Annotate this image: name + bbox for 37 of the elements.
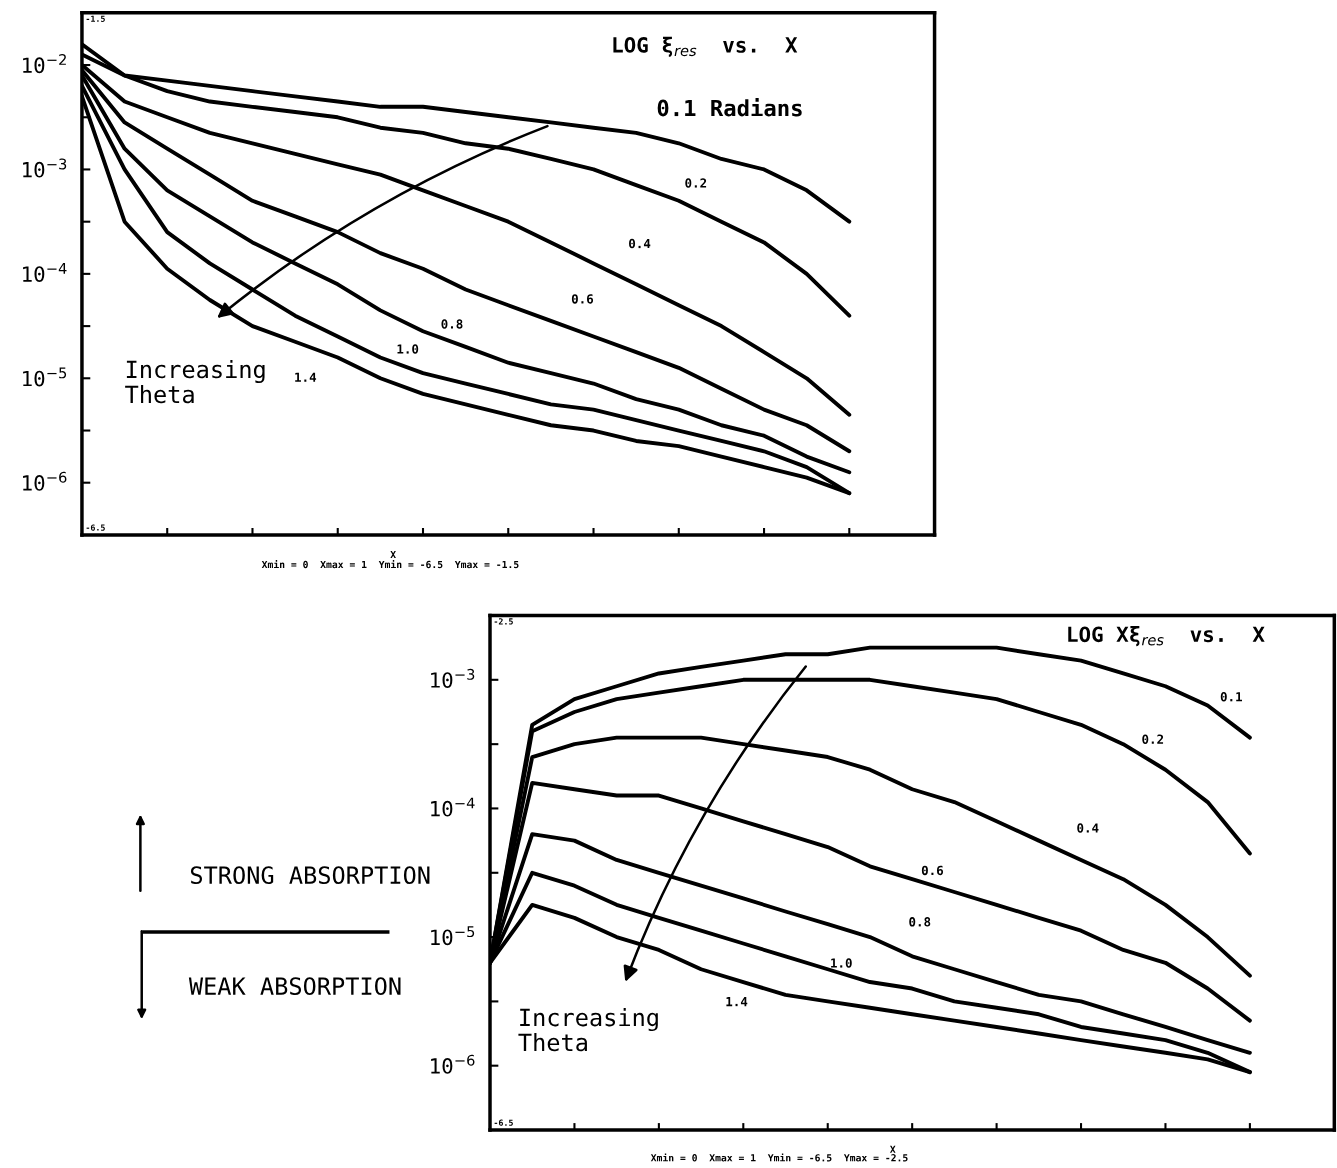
y-tick-label: 10$^{−5}$	[431, 926, 475, 946]
text: 0.4	[629, 238, 651, 249]
series-label: 0.2	[685, 178, 707, 188]
series-label: 0.8	[441, 319, 463, 329]
annotation: Increasing Theta	[125, 360, 265, 404]
series-label: 0.2	[1142, 734, 1164, 744]
series-label: 1.4	[726, 997, 748, 1007]
y-tick-label: 10$^{−5}$	[23, 367, 67, 387]
annotation: Increasing Theta	[518, 1008, 658, 1052]
y-tick-label: 10$^{−4}$	[23, 263, 67, 282]
text: STRONG ABSORPTION	[190, 866, 430, 885]
text: Xmin = 0 Xmax = 1 Ymin = -6.5 Ymax = -1.5	[261, 560, 519, 569]
series-label: 1.0	[397, 344, 419, 354]
annotation: -6.5	[86, 524, 105, 531]
text: Xmin = 0 Xmax = 1 Ymin = -6.5 Ymax = -2.5	[650, 1153, 908, 1162]
x-axis-title: X	[390, 550, 396, 558]
series-label: 1.0	[831, 958, 852, 968]
series-label: 1.4	[295, 372, 317, 382]
chart-title: LOG ξ$_{res}$ vs. X	[613, 36, 798, 57]
series-label: 0.1	[1220, 692, 1243, 702]
series-label: 0.6	[921, 865, 944, 876]
series-label: 0.4	[1077, 823, 1099, 833]
chart-title: LOG Xξ$_{res}$ vs. X	[1068, 626, 1265, 647]
y-tick-label: 10$^{−4}$	[431, 797, 475, 817]
x-axis-title: X	[889, 1145, 896, 1153]
text: WEAK ABSORPTION	[188, 977, 401, 996]
annotation: -1.5	[86, 15, 105, 22]
series-label: 0.1 Radians	[657, 98, 802, 117]
y-tick-label: 10$^{−3}$	[431, 668, 475, 688]
annotation: -2.5	[494, 618, 513, 625]
y-tick-label: 10$^{−6}$	[23, 471, 67, 491]
y-tick-label: 10$^{−3}$	[23, 158, 67, 178]
series-label: 0.6	[571, 294, 594, 304]
y-tick-label: 10$^{−6}$	[431, 1054, 475, 1074]
text: 0.8	[909, 917, 931, 927]
annotation: -6.5	[494, 1119, 513, 1126]
y-tick-label: 10$^{−2}$	[23, 54, 66, 74]
